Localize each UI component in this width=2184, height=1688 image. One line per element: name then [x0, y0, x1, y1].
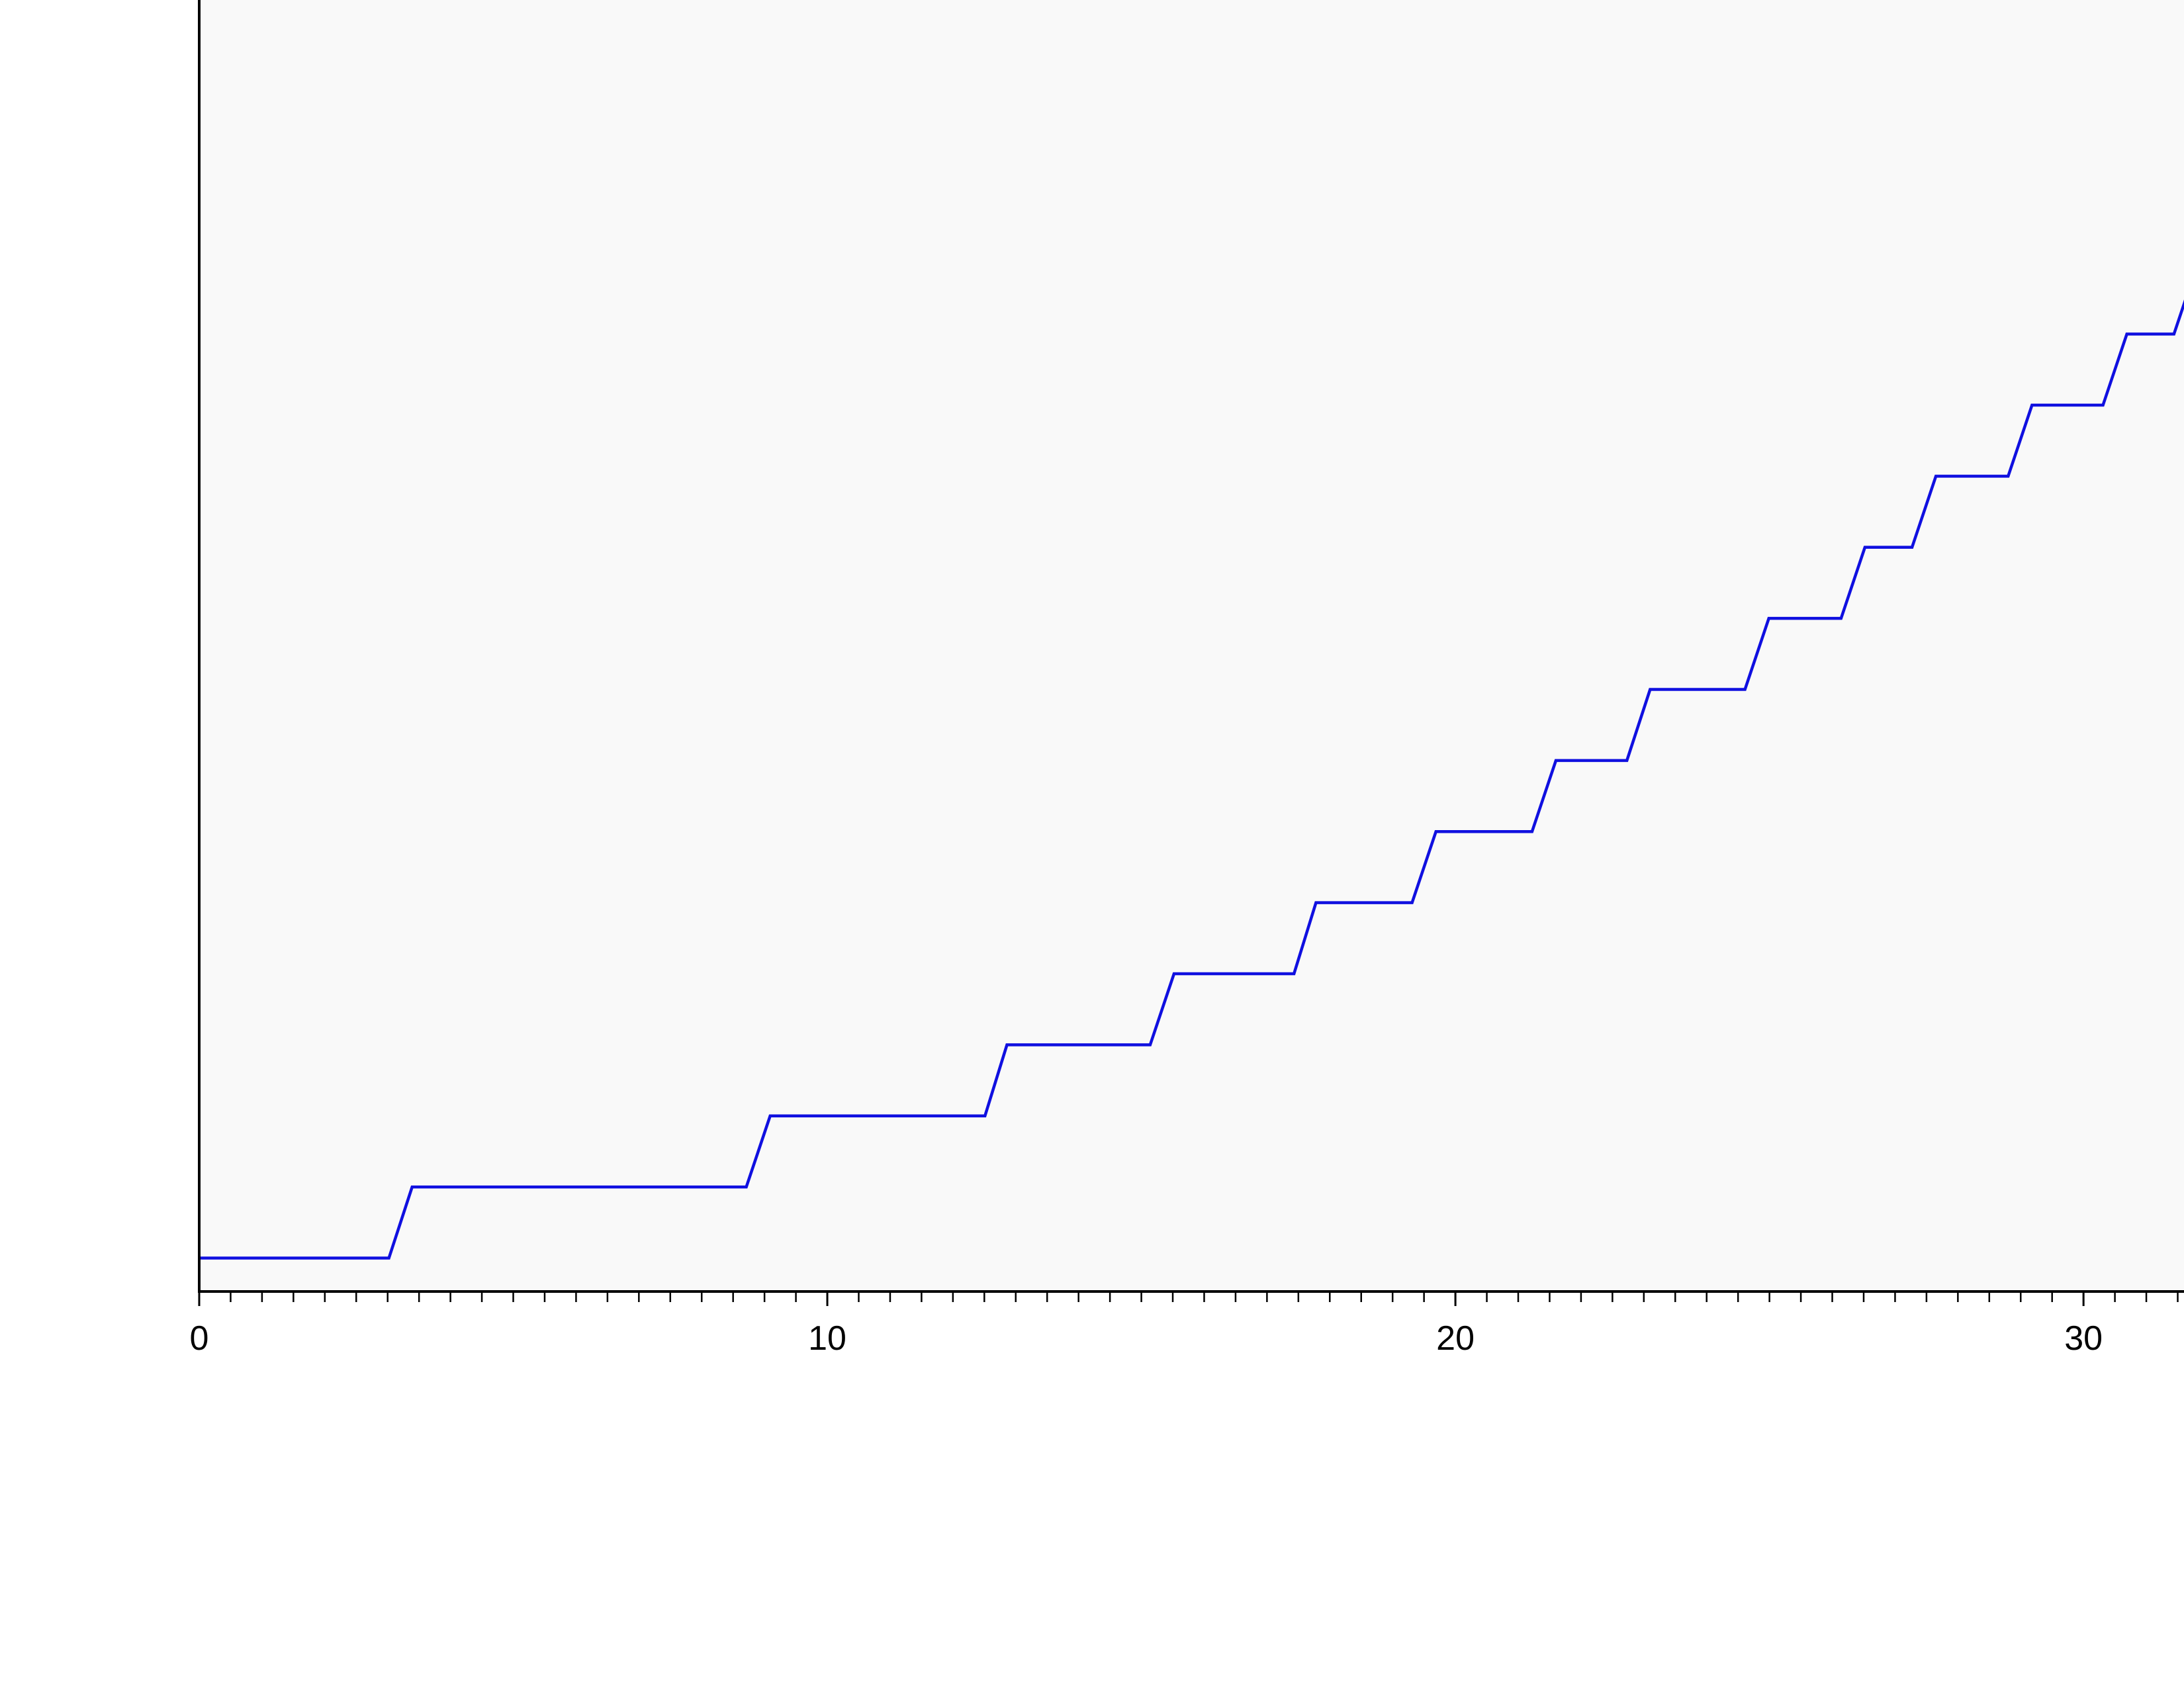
x-tick-label: 10	[808, 1319, 846, 1358]
x-tick-label: 0	[190, 1319, 209, 1358]
plot-area	[199, 0, 2184, 1291]
data-line	[199, 299, 2184, 1260]
x-tick-label: 20	[1436, 1319, 1475, 1358]
plot	[199, 299, 2184, 1260]
x-tick-label: 30	[2064, 1319, 2103, 1358]
